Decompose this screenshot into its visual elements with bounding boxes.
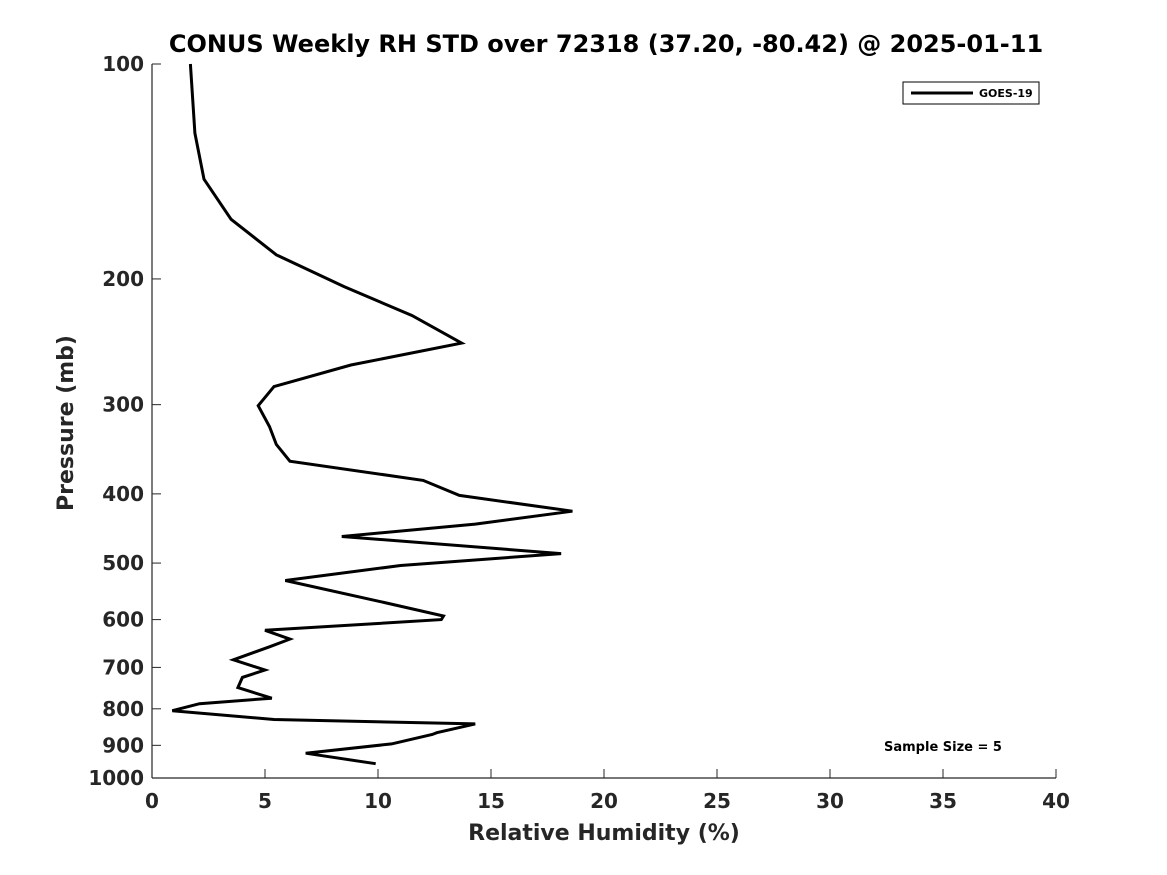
x-tick-label: 35 bbox=[929, 789, 957, 813]
axes: 0 5 10 15 20 25 30 35 40 100 200 300 400 500 600 700 800… bbox=[88, 52, 1070, 813]
legend: GOES-19 bbox=[902, 81, 1040, 105]
y-tick-label: 600 bbox=[102, 608, 144, 632]
y-tick-label: 500 bbox=[102, 551, 144, 575]
legend-label-goes-19: GOES-19 bbox=[979, 87, 1033, 100]
x-tick-label: 15 bbox=[477, 789, 505, 813]
sample-size-annotation: Sample Size = 5 bbox=[884, 740, 1002, 755]
chart-title: CONUS Weekly RH STD over 72318 (37.20, -… bbox=[169, 30, 1043, 58]
y-tick-label: 300 bbox=[102, 393, 144, 417]
series-line-goes-19 bbox=[171, 63, 573, 766]
x-tick-label: 20 bbox=[590, 789, 618, 813]
x-axis-title: Relative Humidity (%) bbox=[468, 821, 740, 846]
x-tick-label: 40 bbox=[1042, 789, 1070, 813]
y-tick-label: 800 bbox=[102, 697, 144, 721]
y-tick-label: 1000 bbox=[88, 766, 144, 790]
x-tick-label: 0 bbox=[145, 789, 159, 813]
series-group bbox=[171, 63, 573, 766]
x-tick-label: 30 bbox=[816, 789, 844, 813]
y-axis-title: Pressure (mb) bbox=[54, 335, 79, 511]
y-tick-label: 200 bbox=[102, 267, 144, 291]
y-tick-label: 100 bbox=[102, 52, 144, 76]
x-tick-label: 10 bbox=[364, 789, 392, 813]
y-tick-label: 700 bbox=[102, 655, 144, 679]
y-tick-label: 400 bbox=[102, 482, 144, 506]
x-tick-label: 25 bbox=[703, 789, 731, 813]
x-tick-label: 5 bbox=[258, 789, 272, 813]
y-tick-label: 900 bbox=[102, 733, 144, 757]
